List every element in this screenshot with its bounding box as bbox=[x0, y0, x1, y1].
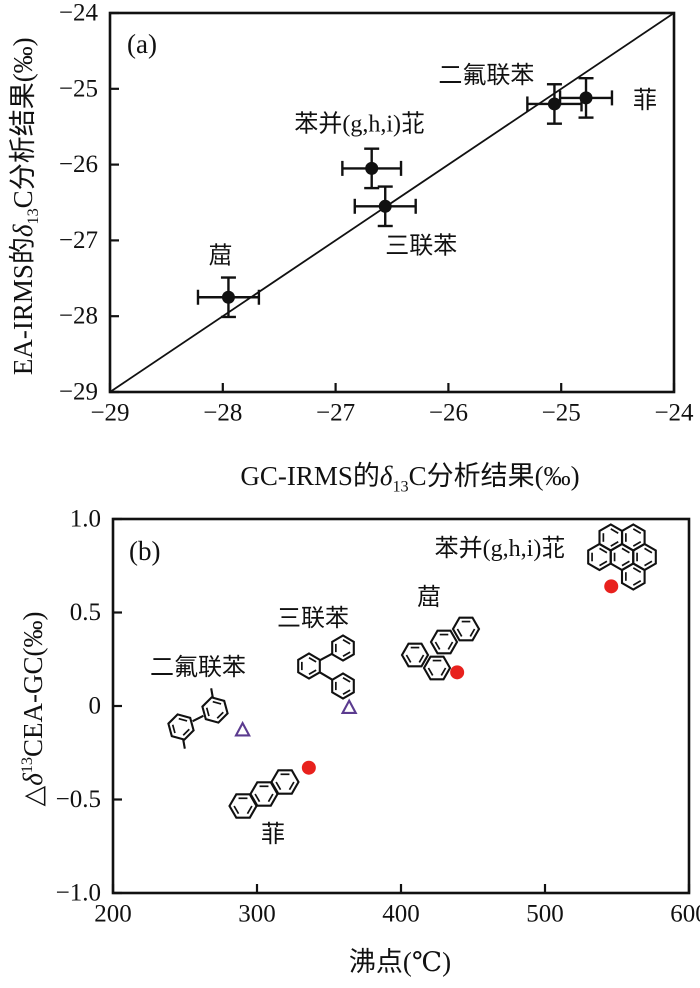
data-point-label: 苯并(g,h,i)苝 bbox=[294, 110, 425, 137]
yaxis-title-suffix: CEA-GC(‰) bbox=[18, 611, 48, 757]
data-point-label: 二氟联苯 bbox=[438, 62, 534, 89]
panel-b-yaxis-title: △δ13CEA-GC(‰) bbox=[12, 509, 48, 909]
delta-symbol: δ bbox=[7, 224, 38, 238]
panel-a-yaxis-title: EA-IRMS的δ13C分析结果(‰) bbox=[8, 6, 48, 406]
data-point-label: 三联苯 bbox=[385, 232, 457, 259]
compound-label: 菲 bbox=[261, 821, 285, 848]
data-point-marker bbox=[365, 161, 379, 175]
phenanthrene-structure bbox=[228, 769, 300, 819]
isotope-13-subscript: 13 bbox=[392, 477, 409, 496]
x-tick-label: −25 bbox=[542, 400, 581, 427]
plot-frame bbox=[108, 11, 676, 394]
data-point-label: 䓛 bbox=[208, 242, 232, 269]
y-tick-label: −28 bbox=[59, 303, 98, 330]
data-point-marker bbox=[221, 290, 235, 304]
x-tick-label: 200 bbox=[94, 901, 132, 928]
x-tick-label: −28 bbox=[203, 400, 242, 427]
plot-frame bbox=[111, 517, 691, 895]
delta-prefix: △ bbox=[18, 785, 48, 807]
data-point-label: 菲 bbox=[633, 87, 657, 114]
y-tick-label: 0 bbox=[89, 693, 102, 720]
compound-label: 二氟联苯 bbox=[150, 654, 246, 681]
x-tick-label: 400 bbox=[382, 901, 420, 928]
y-tick-label: 1.0 bbox=[70, 506, 101, 533]
xaxis-title-prefix: GC-IRMS的 bbox=[240, 461, 380, 491]
x-tick-label: 300 bbox=[238, 901, 276, 928]
delta-symbol: δ bbox=[18, 773, 48, 786]
y-tick-label: −25 bbox=[59, 75, 98, 102]
boiling-point-label: 沸点(℃) bbox=[348, 947, 452, 977]
circle-marker bbox=[450, 665, 465, 680]
x-tick-label: −27 bbox=[316, 400, 355, 427]
x-tick-label: −24 bbox=[654, 400, 694, 427]
y-tick-label: −27 bbox=[59, 227, 98, 254]
y-tick-label: −0.5 bbox=[56, 786, 101, 813]
y-tick-label: −24 bbox=[59, 0, 99, 27]
o-terphenyl-structure bbox=[297, 634, 355, 700]
y-tick-label: −29 bbox=[59, 379, 98, 406]
y-tick-label: 0.5 bbox=[70, 599, 101, 626]
panel-b-letter: (b) bbox=[129, 536, 161, 566]
difluorobiphenyl-structure bbox=[167, 688, 229, 749]
xaxis-title-suffix: C分析结果(‰) bbox=[408, 461, 580, 491]
compound-label: 䓛 bbox=[417, 584, 441, 611]
yaxis-title-prefix: EA-IRMS的 bbox=[7, 237, 38, 376]
isotope-13-superscript: 13 bbox=[18, 756, 36, 774]
data-point-marker bbox=[547, 97, 561, 111]
triangle-marker bbox=[234, 720, 251, 737]
data-point-marker bbox=[579, 91, 593, 105]
x-tick-label: 500 bbox=[526, 901, 564, 928]
panel-a-letter: (a) bbox=[127, 29, 157, 59]
x-tick-label: −26 bbox=[429, 400, 468, 427]
panel-b-xaxis-title: 沸点(℃) bbox=[100, 947, 700, 977]
panel-a-plot: −29 −28 −27 −26 −25 −24 −24 −25 −26 −27 −28 −29 䓛 三联苯… bbox=[59, 0, 694, 427]
y-tick-label: −1.0 bbox=[56, 880, 101, 907]
chrysene-structure bbox=[400, 616, 481, 681]
isotope-13-subscript: 13 bbox=[24, 208, 43, 225]
panel-a-xaxis-title: GC-IRMS的δ13C分析结果(‰) bbox=[110, 461, 700, 501]
triangle-marker bbox=[340, 698, 358, 715]
yaxis-title-suffix: C分析结果(‰) bbox=[7, 37, 38, 209]
circle-marker bbox=[604, 579, 619, 594]
benzo-ghi-perylene-structure bbox=[587, 523, 657, 591]
y-tick-label: −26 bbox=[59, 151, 98, 178]
circle-marker bbox=[301, 760, 316, 775]
x-tick-label: −29 bbox=[90, 400, 129, 427]
compound-label: 苯并(g,h,i)苝 bbox=[435, 535, 566, 562]
data-point-marker bbox=[378, 199, 392, 213]
delta-symbol: δ bbox=[379, 461, 393, 491]
x-tick-label: 600 bbox=[670, 901, 700, 928]
identity-line bbox=[109, 12, 675, 393]
compound-label: 三联苯 bbox=[277, 605, 349, 632]
